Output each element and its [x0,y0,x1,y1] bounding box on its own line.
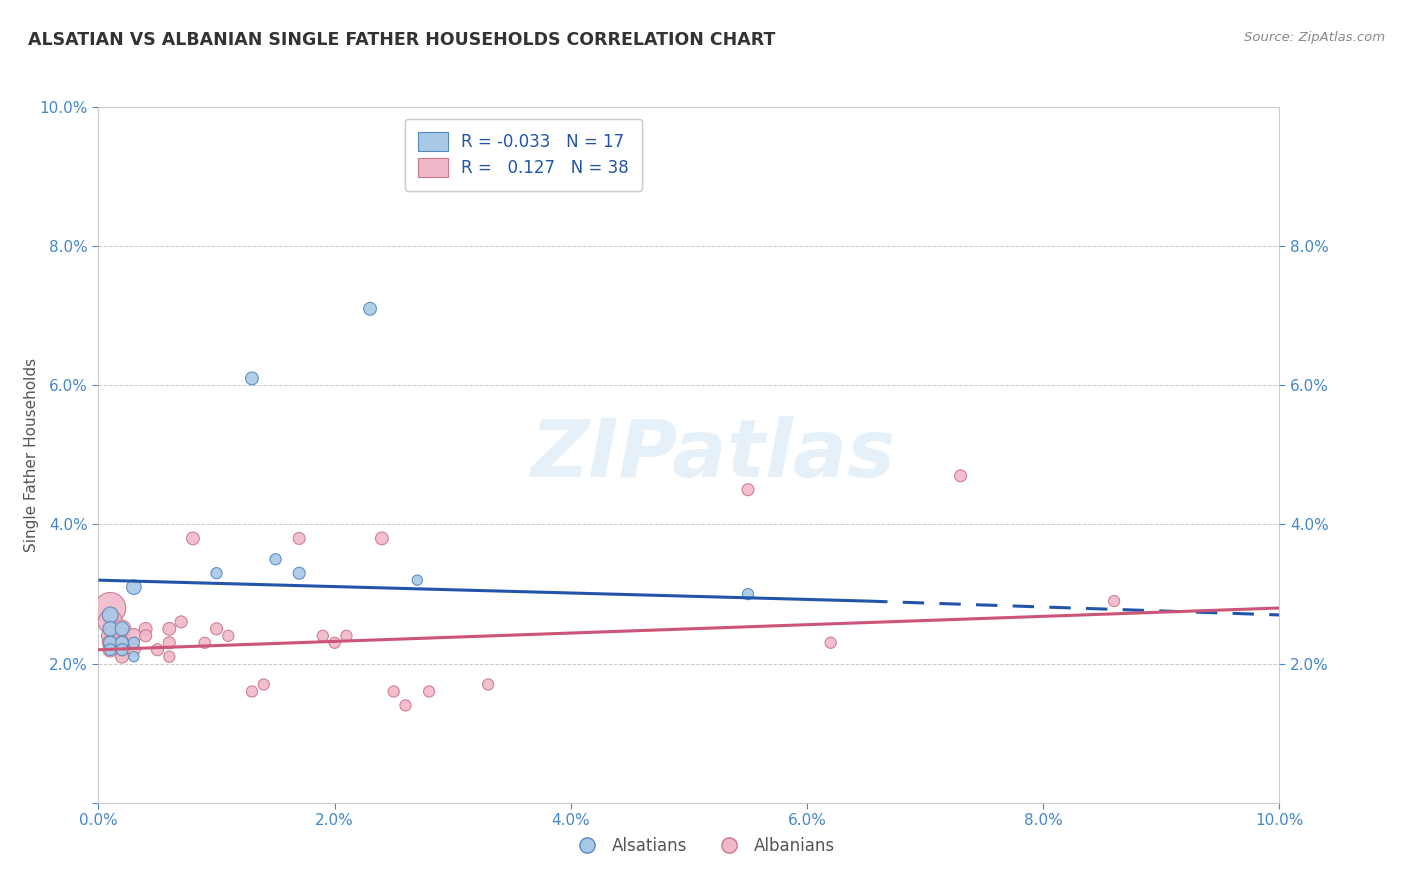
Point [111,622,134,636]
Point [122,649,145,664]
Point [98,601,121,615]
Point [820,636,842,650]
Point [98,636,121,650]
Point [122,580,145,594]
Point [323,636,346,650]
Point [394,698,416,713]
Point [98,607,121,622]
Point [949,468,972,483]
Legend: R = -0.033   N = 17, R =   0.127   N = 38: R = -0.033 N = 17, R = 0.127 N = 38 [405,119,643,191]
Point [371,532,394,546]
Point [135,629,157,643]
Point [98,615,121,629]
Point [157,622,180,636]
Point [335,629,357,643]
Point [98,636,121,650]
Point [111,636,134,650]
Point [288,532,311,546]
Point [418,684,440,698]
Point [264,552,287,566]
Point [194,636,217,650]
Point [98,629,121,643]
Point [111,642,134,657]
Point [1102,594,1125,608]
Point [122,642,145,657]
Point [477,677,499,691]
Point [253,677,276,691]
Point [312,629,335,643]
Point [122,629,145,643]
Point [111,642,134,657]
Point [98,642,121,657]
Point [98,642,121,657]
Point [122,636,145,650]
Text: Source: ZipAtlas.com: Source: ZipAtlas.com [1244,31,1385,45]
Point [240,684,263,698]
Point [205,622,228,636]
Point [205,566,228,581]
Text: ZIPatlas: ZIPatlas [530,416,896,494]
Y-axis label: Single Father Households: Single Father Households [24,358,39,552]
Point [359,301,381,316]
Point [288,566,311,581]
Point [111,649,134,664]
Point [737,483,759,497]
Point [98,622,121,636]
Point [146,642,169,657]
Point [737,587,759,601]
Point [406,573,429,587]
Point [170,615,193,629]
Point [382,684,405,698]
Point [111,622,134,636]
Point [157,636,180,650]
Point [240,371,263,385]
Point [135,622,157,636]
Point [217,629,239,643]
Point [157,649,180,664]
Point [111,629,134,643]
Legend: Alsatians, Albanians: Alsatians, Albanians [564,830,842,862]
Point [181,532,204,546]
Text: ALSATIAN VS ALBANIAN SINGLE FATHER HOUSEHOLDS CORRELATION CHART: ALSATIAN VS ALBANIAN SINGLE FATHER HOUSE… [28,31,776,49]
Point [111,636,134,650]
